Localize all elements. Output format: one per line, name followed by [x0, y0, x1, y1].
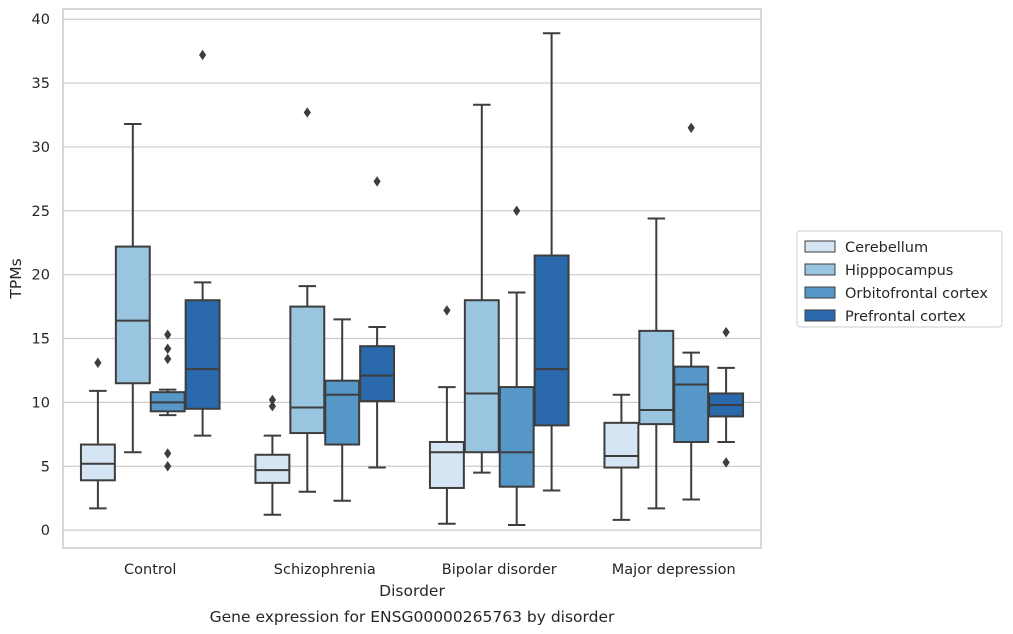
y-axis-label: TPMs: [7, 258, 25, 299]
outlier-point: [443, 305, 451, 316]
box-prefrontal-cortex: [708, 326, 745, 468]
legend-swatch: [804, 240, 836, 253]
box-iqr: [324, 379, 361, 446]
outlier-point: [373, 176, 381, 187]
legend-swatch: [804, 309, 836, 322]
legend-swatch: [804, 263, 836, 276]
box-hipppocampus: [463, 103, 500, 474]
legend-frame: [796, 230, 1003, 328]
x-tick-label: Control: [124, 562, 176, 578]
box-cerebellum: [428, 305, 465, 525]
box-iqr: [638, 329, 675, 426]
y-tick-label: 0: [41, 523, 50, 539]
y-tick-label: 10: [32, 395, 50, 411]
x-axis-ticks: Control Schizophrenia Bipolar disorder Majo…: [124, 562, 736, 578]
box-iqr: [603, 421, 640, 469]
box-iqr: [359, 345, 396, 403]
plot-frame: [62, 8, 762, 549]
box-iqr: [289, 305, 326, 435]
outlier-point: [303, 107, 311, 118]
outlier-point: [268, 401, 276, 412]
box-iqr: [114, 245, 151, 385]
outlier-point: [164, 448, 172, 459]
box-prefrontal-cortex: [533, 32, 570, 492]
box-iqr: [533, 254, 570, 427]
outlier-point: [687, 122, 695, 133]
y-tick-label: 30: [32, 140, 50, 156]
x-tick-label: Bipolar disorder: [442, 562, 557, 578]
y-tick-label: 25: [32, 204, 50, 220]
x-axis-label: Disorder: [379, 582, 445, 600]
x-tick-label: Schizophrenia: [274, 562, 376, 578]
legend-label: Prefrontal cortex: [845, 309, 966, 325]
outlier-point: [722, 457, 730, 468]
box-iqr: [463, 299, 500, 454]
box-prefrontal-cortex: [184, 49, 221, 437]
outlier-point: [513, 205, 521, 217]
box-orbitofrontal-cortex: [498, 205, 535, 527]
outlier-point: [164, 461, 172, 472]
y-tick-label: 5: [41, 459, 50, 475]
outlier-point: [722, 326, 730, 338]
box-orbitofrontal-cortex: [673, 122, 710, 501]
box-cerebellum: [254, 394, 291, 516]
outlier-point: [164, 353, 172, 365]
legend: Cerebellum Hipppocampus Orbitofrontal cort…: [796, 230, 1003, 328]
legend-label: Hipppocampus: [845, 263, 953, 279]
legend-label: Orbitofrontal cortex: [845, 286, 988, 302]
box-iqr: [184, 299, 221, 410]
outlier-point: [164, 343, 172, 354]
box-iqr: [673, 365, 710, 443]
box-orbitofrontal-cortex: [324, 318, 361, 502]
outlier-point: [164, 329, 172, 340]
y-tick-label: 15: [32, 332, 50, 348]
y-tick-label: 20: [32, 268, 50, 284]
x-tick-label: Major depression: [612, 562, 736, 578]
outlier-point: [94, 357, 102, 368]
y-tick-label: 40: [32, 12, 50, 28]
legend-swatch: [804, 286, 836, 299]
box-iqr: [498, 386, 535, 488]
legend-label: Cerebellum: [845, 240, 928, 256]
box-cerebellum: [79, 357, 116, 510]
box-orbitofrontal-cortex: [149, 329, 186, 472]
box-iqr: [254, 453, 291, 484]
box-hipppocampus: [289, 107, 326, 493]
box-iqr: [428, 440, 465, 489]
outlier-point: [268, 394, 276, 406]
box-hipppocampus: [638, 217, 675, 510]
box-prefrontal-cortex: [359, 176, 396, 469]
box-hipppocampus: [114, 122, 151, 454]
box-iqr: [79, 443, 116, 482]
y-axis-ticks: 0 5 10 15 20 25 30 35 40: [32, 12, 50, 539]
box-plot-area: [79, 32, 745, 527]
box-cerebellum: [603, 393, 640, 521]
outlier-point: [199, 49, 207, 61]
y-tick-label: 35: [32, 76, 50, 92]
chart-caption: Gene expression for ENSG00000265763 by d…: [210, 608, 615, 626]
